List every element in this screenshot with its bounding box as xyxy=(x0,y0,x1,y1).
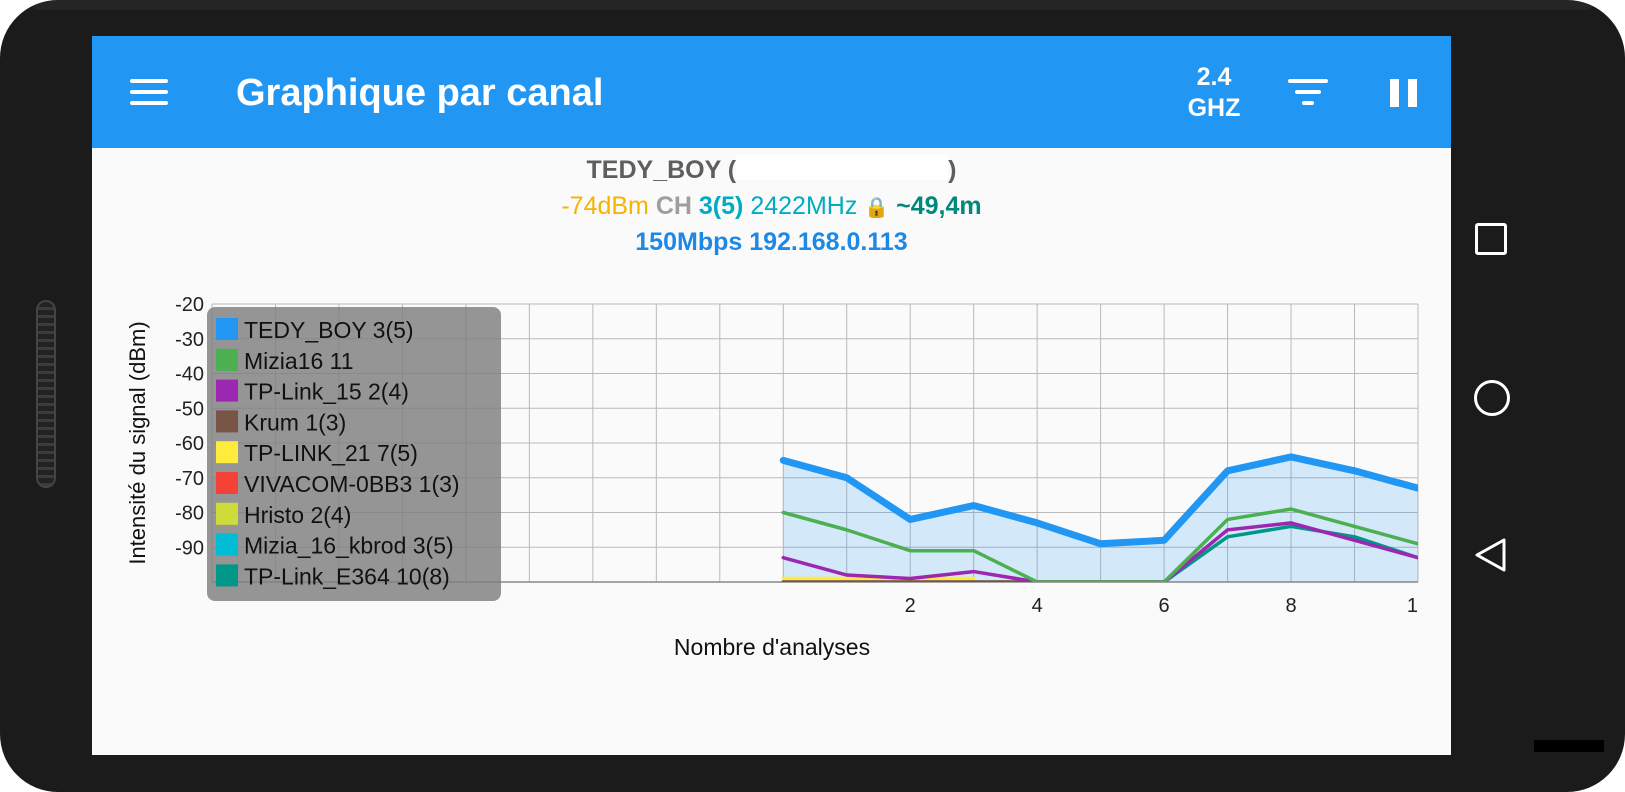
legend-label: Mizia_16_kbrod 3(5) xyxy=(244,533,454,559)
y-tick-label: -90 xyxy=(175,537,204,559)
legend-label: Mizia16 11 xyxy=(244,348,354,374)
channel-label: CH xyxy=(655,192,692,220)
x-tick-label: 6 xyxy=(1159,595,1170,617)
phone-notch xyxy=(1534,740,1604,752)
home-button[interactable] xyxy=(1474,380,1510,416)
legend-swatch xyxy=(216,472,238,494)
app-bar: Graphique par canal 2.4 GHZ xyxy=(92,36,1451,148)
legend-swatch xyxy=(216,348,238,371)
bssid-open-paren: ( xyxy=(727,156,737,184)
recent-apps-button[interactable] xyxy=(1475,223,1507,255)
x-axis-title: Nombre d'analyses xyxy=(674,634,870,660)
lock-icon: 🔒 xyxy=(864,197,890,219)
x-tick-label: 8 xyxy=(1285,595,1296,617)
series-line xyxy=(779,453,1418,548)
legend-swatch xyxy=(216,441,238,464)
pause-icon[interactable] xyxy=(1390,79,1420,107)
legend-label: TEDY_BOY 3(5) xyxy=(244,317,414,343)
phone-edge xyxy=(30,0,1595,10)
connected-network-name: TEDY_BOY () xyxy=(92,154,1451,185)
bssid-redacted xyxy=(736,154,949,180)
volume-button xyxy=(36,300,56,488)
back-button[interactable] xyxy=(1474,537,1506,573)
y-tick-label: -30 xyxy=(175,329,204,351)
filter-icon[interactable] xyxy=(1288,79,1328,107)
ssid: TEDY_BOY xyxy=(586,156,721,184)
series-line xyxy=(781,521,1418,582)
band-toggle-button[interactable]: 2.4 GHZ xyxy=(1174,62,1254,124)
y-tick-label: -70 xyxy=(175,468,204,490)
legend-label: TP-Link_E364 10(8) xyxy=(244,563,450,589)
x-tick-label: 4 xyxy=(1032,595,1043,617)
y-tick-label: -60 xyxy=(175,433,204,455)
series-line xyxy=(781,507,1418,582)
channel-value: 3(5) xyxy=(698,192,744,220)
legend-swatch xyxy=(216,533,238,556)
distance: ~49,4m xyxy=(896,192,982,220)
connection-details: -74dBm CH 3(5) 2422MHz 🔒 ~49,4m xyxy=(92,192,1451,221)
legend-swatch xyxy=(216,379,238,402)
y-tick-label: -50 xyxy=(175,398,204,420)
legend-box xyxy=(207,307,501,601)
y-axis-title: Intensité du signal (dBm) xyxy=(125,321,150,564)
legend-swatch xyxy=(216,502,238,525)
frequency: 2422MHz xyxy=(750,192,858,220)
x-tick-label: 10 xyxy=(1407,595,1429,617)
legend-label: TP-Link_15 2(4) xyxy=(244,379,409,405)
legend-swatch xyxy=(216,564,238,587)
legend-label: VIVACOM-0BB3 1(3) xyxy=(244,471,460,497)
band-value: 2.4 xyxy=(1196,63,1232,91)
page-title: Graphique par canal xyxy=(236,72,604,114)
legend-swatch xyxy=(216,318,238,340)
y-tick-label: -20 xyxy=(175,294,204,316)
y-tick-label: -80 xyxy=(175,503,204,525)
legend-label: TP-LINK_21 7(5) xyxy=(244,440,418,466)
signal-chart: -20 -30 -40 -50 -60 -70 -80 -90 2 4 6 8 10 Nombre d'a… xyxy=(125,294,1429,660)
y-tick-label: -40 xyxy=(175,364,204,386)
legend-label: Hristo 2(4) xyxy=(244,502,351,528)
link-speed-ip: 150Mbps 192.168.0.113 xyxy=(635,228,908,256)
signal-strength: -74dBm xyxy=(561,192,649,220)
band-unit: GHZ xyxy=(1187,94,1241,122)
bssid-close-paren: ) xyxy=(948,156,957,184)
legend-swatch xyxy=(216,410,238,433)
series-line xyxy=(1162,524,1418,582)
app-screen: Graphique par canal 2.4 GHZ TEDY_BOY () … xyxy=(92,36,1451,755)
x-tick-label: 2 xyxy=(905,595,916,617)
menu-icon[interactable] xyxy=(130,79,168,105)
legend-label: Krum 1(3) xyxy=(244,409,346,435)
